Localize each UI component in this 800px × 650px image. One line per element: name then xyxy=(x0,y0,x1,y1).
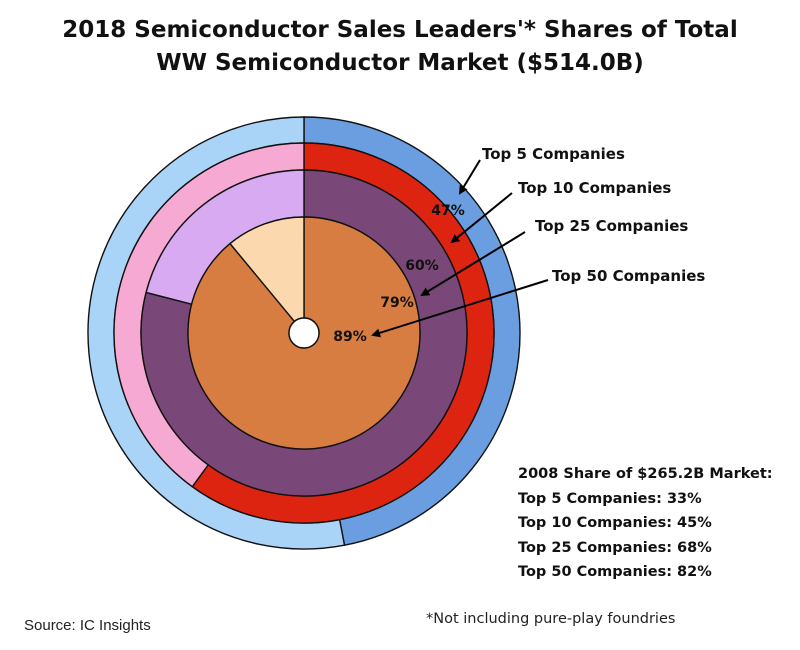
note-2008-item: Top 25 Companies: 68% xyxy=(518,539,712,556)
callout-label-top10: Top 10 Companies xyxy=(518,179,672,197)
callout-arrow-1 xyxy=(458,159,481,195)
chart-title-line2: WW Semiconductor Market ($514.0B) xyxy=(156,50,644,76)
source-note: Source: IC Insights xyxy=(24,617,151,634)
donut-hole xyxy=(288,317,320,349)
chart-title-line1: 2018 Semiconductor Sales Leaders'* Share… xyxy=(62,17,738,43)
note-2008-market: 2008 Share of $265.2B Market: Top 5 Comp… xyxy=(518,462,773,585)
data-label-1: 47% xyxy=(431,203,465,219)
callout-arrow-4 xyxy=(371,279,549,338)
callout-label-top25: Top 25 Companies xyxy=(535,217,689,235)
data-label-4: 89% xyxy=(333,329,367,345)
callout-label-top5: Top 5 Companies xyxy=(482,145,625,163)
note-2008-item: Top 50 Companies: 82% xyxy=(518,564,712,580)
chart-title: 2018 Semiconductor Sales Leaders'* Share… xyxy=(0,14,800,80)
callout-arrow-2 xyxy=(450,192,513,244)
note-2008-item: Top 5 Companies: 33% xyxy=(518,490,702,507)
footnote: *Not including pure-play foundries xyxy=(426,611,676,627)
data-label-3: 79% xyxy=(380,295,414,311)
callout-arrow-3 xyxy=(420,231,526,297)
note-2008-item: Top 10 Companies: 45% xyxy=(518,515,712,531)
note-2008-heading: 2008 Share of $265.2B Market: xyxy=(518,466,773,482)
data-label-2: 60% xyxy=(405,258,439,274)
callout-label-top50: Top 50 Companies xyxy=(552,267,706,285)
